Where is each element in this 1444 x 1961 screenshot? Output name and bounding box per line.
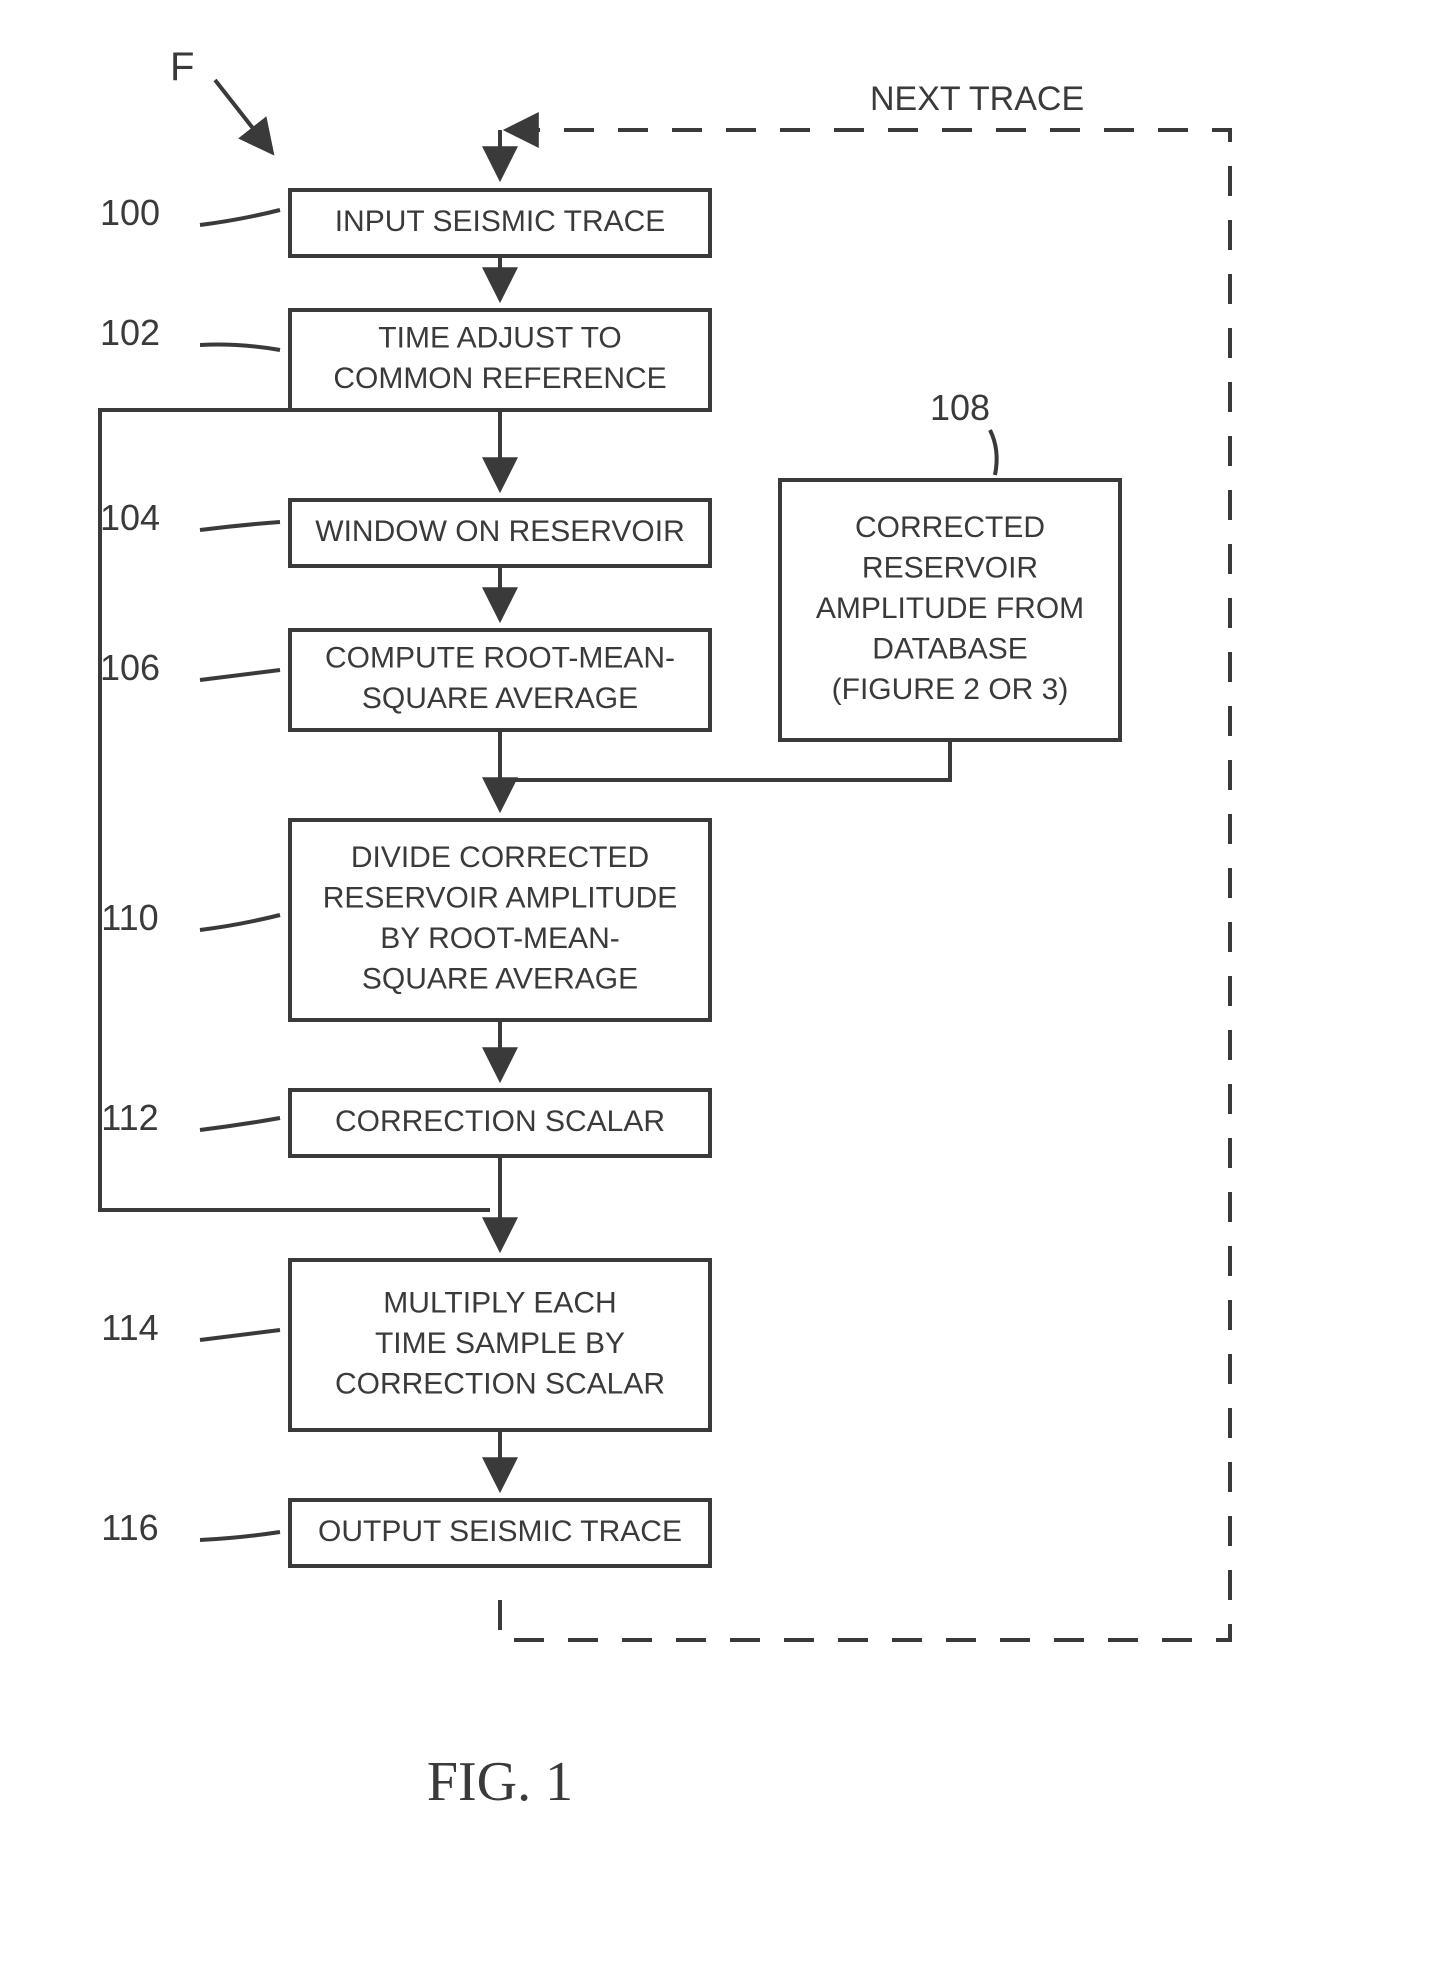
f-arrow: [215, 80, 270, 150]
ref-curve: [200, 1532, 280, 1540]
node-108-line3: DATABASE: [872, 632, 1028, 665]
node-106-line1: SQUARE AVERAGE: [362, 682, 638, 715]
node-114-line0: MULTIPLY EACH: [383, 1286, 616, 1319]
ref-curve: [200, 670, 280, 680]
ref-curve: [990, 430, 997, 475]
node-110-line3: SQUARE AVERAGE: [362, 963, 638, 996]
node-110-line2: BY ROOT-MEAN-: [380, 922, 619, 955]
node-108-line1: RESERVOIR: [862, 551, 1038, 584]
ref-112: 112: [101, 1097, 158, 1138]
f-label: F: [170, 45, 194, 89]
ref-curve: [200, 1118, 280, 1130]
node-114-line1: TIME SAMPLE BY: [375, 1327, 625, 1360]
ref-curve: [200, 1330, 280, 1340]
flowchart: INPUT SEISMIC TRACE 100 TIME ADJUST TO COMM…: [100, 80, 1230, 1640]
node-110-line0: DIVIDE CORRECTED: [351, 841, 649, 874]
node-102-line0: TIME ADJUST TO: [378, 322, 621, 355]
node-112-line0: CORRECTION SCALAR: [335, 1105, 665, 1138]
ref-curve: [200, 522, 280, 530]
branch-108-to-110: [510, 740, 950, 780]
node-106-line0: COMPUTE ROOT-MEAN-: [325, 642, 675, 675]
loop-label: NEXT TRACE: [870, 80, 1084, 118]
ref-curve: [200, 345, 280, 350]
node-104-line0: WINDOW ON RESERVOIR: [315, 515, 684, 548]
ref-110: 110: [101, 897, 158, 938]
node-108-line4: (FIGURE 2 OR 3): [832, 673, 1069, 706]
ref-116: 116: [101, 1507, 158, 1548]
node-108-line2: AMPLITUDE FROM: [816, 592, 1084, 625]
node-102-line1: COMMON REFERENCE: [333, 362, 666, 395]
ref-104: 104: [100, 497, 160, 538]
ref-curve: [200, 210, 280, 225]
ref-108: 108: [930, 387, 990, 428]
ref-102: 102: [100, 312, 160, 353]
ref-curve: [200, 915, 280, 930]
node-116-line0: OUTPUT SEISMIC TRACE: [318, 1515, 682, 1548]
ref-114: 114: [101, 1307, 158, 1348]
node-114-line2: CORRECTION SCALAR: [335, 1367, 665, 1400]
node-108-line0: CORRECTED: [855, 511, 1045, 544]
node-100-line0: INPUT SEISMIC TRACE: [335, 205, 666, 238]
figure-caption: FIG. 1: [427, 1751, 573, 1813]
node-110-line1: RESERVOIR AMPLITUDE: [323, 882, 678, 915]
ref-100: 100: [100, 192, 160, 233]
ref-106: 106: [100, 647, 160, 688]
